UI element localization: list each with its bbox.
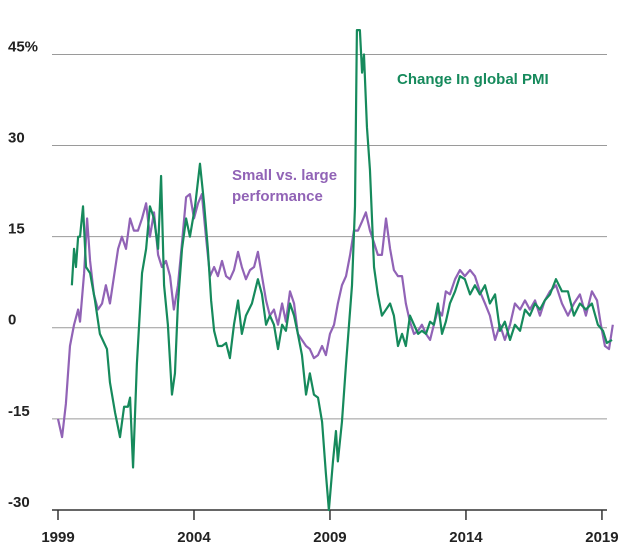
- x-tick-label: 2014: [449, 529, 483, 546]
- x-tick-label: 2019: [585, 529, 618, 546]
- x-tick-label: 2009: [313, 529, 346, 546]
- grid: -30 -15 0 15 30 45% 1999 2004 2009 2014 2019: [8, 38, 619, 546]
- plot: [56, 29, 614, 512]
- y-tick-label: -15: [8, 403, 30, 420]
- x-tick-label: 2004: [177, 529, 211, 546]
- y-tick-label: 45%: [8, 38, 38, 55]
- y-tick-label: 0: [8, 312, 16, 329]
- series-label: Small vs. large performance: [232, 167, 338, 205]
- series-label-box: Small vs. large performance: [232, 167, 338, 205]
- y-tick-label: -30: [8, 494, 30, 511]
- series-label: Change In global PMI: [397, 71, 549, 88]
- x-tick-label: 1999: [41, 529, 74, 546]
- y-tick-label: 30: [8, 130, 25, 147]
- series-line: [70, 29, 613, 512]
- y-tick-label: 15: [8, 221, 25, 238]
